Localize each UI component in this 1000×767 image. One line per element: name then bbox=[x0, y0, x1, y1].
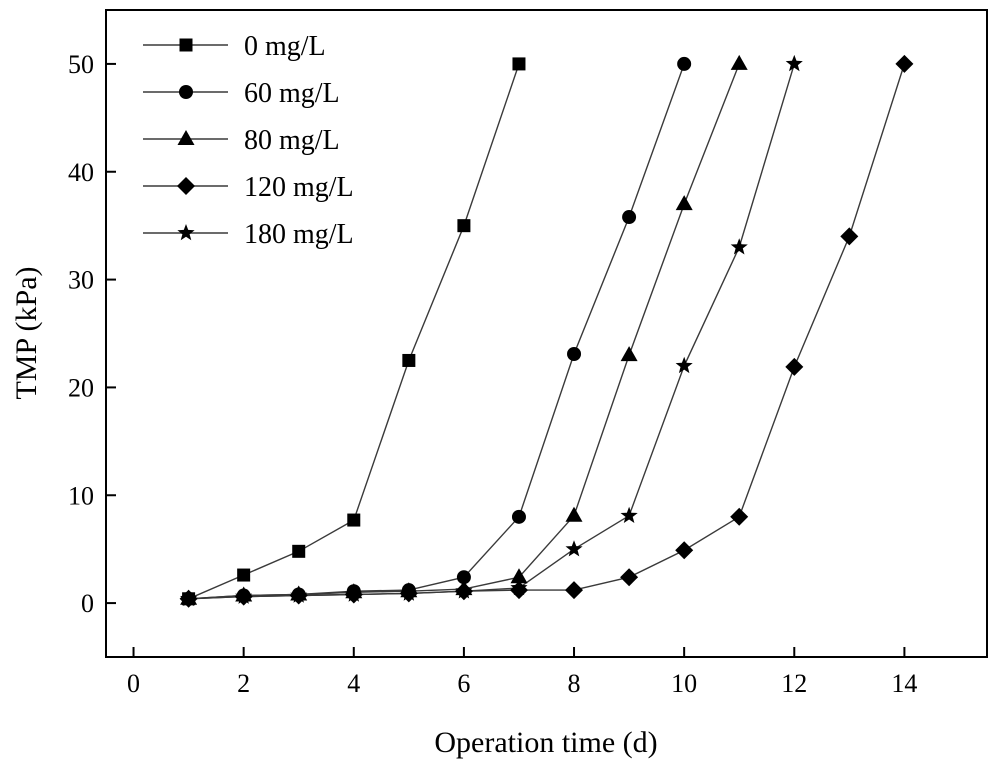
data-point bbox=[621, 346, 638, 361]
x-tick-label: 0 bbox=[127, 669, 140, 698]
y-tick-label: 10 bbox=[68, 481, 94, 510]
x-axis-label: Operation time (d) bbox=[434, 726, 657, 759]
data-point bbox=[786, 55, 803, 71]
data-point bbox=[621, 507, 638, 523]
data-point bbox=[347, 514, 360, 527]
legend-marker bbox=[177, 177, 195, 195]
data-point bbox=[402, 354, 415, 367]
x-tick-label: 14 bbox=[891, 669, 917, 698]
data-point bbox=[620, 568, 638, 586]
data-point bbox=[676, 195, 693, 210]
data-point bbox=[730, 508, 748, 526]
data-point bbox=[677, 57, 691, 71]
y-tick-label: 20 bbox=[68, 373, 94, 402]
legend-label: 120 mg/L bbox=[244, 172, 354, 203]
y-tick-label: 30 bbox=[68, 266, 94, 295]
x-tick-label: 10 bbox=[671, 669, 697, 698]
data-point bbox=[292, 545, 305, 558]
legend-label: 60 mg/L bbox=[244, 78, 340, 109]
legend-marker bbox=[177, 224, 194, 240]
legend-marker bbox=[180, 39, 193, 52]
legend-label: 80 mg/L bbox=[244, 125, 340, 156]
data-point bbox=[895, 55, 913, 73]
data-point bbox=[565, 581, 583, 599]
data-point bbox=[731, 238, 748, 254]
x-tick-label: 2 bbox=[237, 669, 250, 698]
legend-label: 0 mg/L bbox=[244, 31, 326, 62]
data-point bbox=[566, 507, 583, 522]
x-tick-label: 6 bbox=[457, 669, 470, 698]
x-tick-label: 8 bbox=[568, 669, 581, 698]
data-point bbox=[512, 57, 525, 70]
data-point bbox=[622, 210, 636, 224]
x-tick-label: 4 bbox=[347, 669, 360, 698]
y-tick-label: 50 bbox=[68, 50, 94, 79]
legend-marker bbox=[179, 85, 193, 99]
data-point bbox=[731, 55, 748, 70]
y-axis-label: TMP (kPa) bbox=[10, 266, 43, 399]
y-tick-label: 0 bbox=[81, 589, 94, 618]
legend-label: 180 mg/L bbox=[244, 219, 354, 250]
y-tick-label: 40 bbox=[68, 158, 94, 187]
plot-frame bbox=[106, 10, 987, 657]
data-point bbox=[567, 347, 581, 361]
data-point bbox=[512, 510, 526, 524]
data-point bbox=[785, 358, 803, 376]
data-point bbox=[457, 219, 470, 232]
data-point bbox=[840, 227, 858, 245]
data-point bbox=[676, 357, 693, 373]
legend: 0 mg/L 60 mg/L 80 mg/L 120 mg/L 180 mg/L bbox=[143, 31, 354, 250]
data-point bbox=[237, 569, 250, 582]
data-point bbox=[675, 541, 693, 559]
legend-marker bbox=[178, 130, 195, 145]
x-tick-label: 12 bbox=[781, 669, 807, 698]
